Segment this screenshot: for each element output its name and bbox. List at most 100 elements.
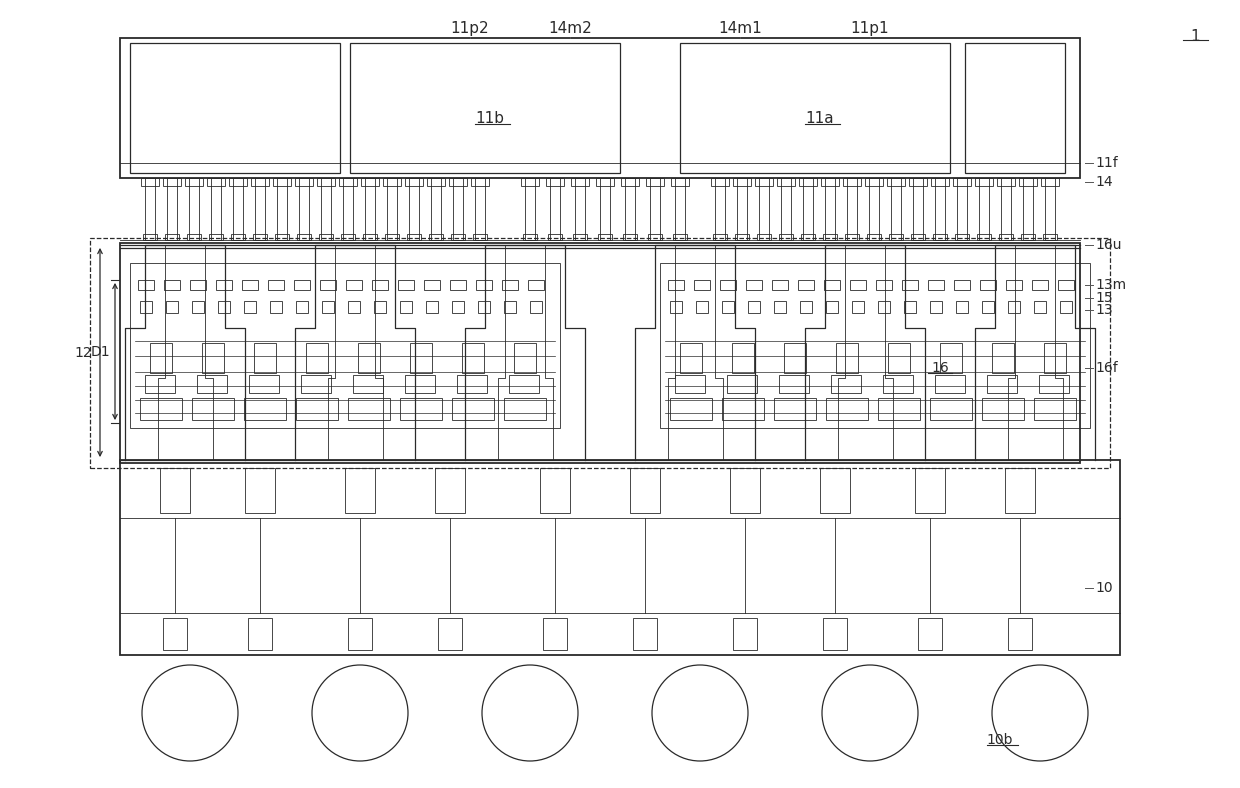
Bar xyxy=(980,280,996,290)
Bar xyxy=(932,234,947,240)
Bar xyxy=(321,178,331,240)
Bar xyxy=(451,234,465,240)
Bar xyxy=(650,178,660,240)
Bar xyxy=(141,178,159,186)
Bar xyxy=(523,234,537,240)
Bar xyxy=(930,301,942,313)
Bar xyxy=(244,398,286,420)
Bar xyxy=(210,234,223,240)
Bar xyxy=(187,234,201,240)
Text: 16f: 16f xyxy=(1095,361,1117,375)
Bar xyxy=(875,280,892,290)
Text: 16: 16 xyxy=(931,361,949,375)
Bar xyxy=(306,343,329,373)
Bar xyxy=(784,343,806,373)
Bar xyxy=(296,301,308,313)
Bar xyxy=(646,178,663,186)
Bar xyxy=(409,178,419,240)
Bar xyxy=(668,280,684,290)
Bar xyxy=(450,280,466,290)
Bar xyxy=(438,618,463,650)
Bar xyxy=(997,178,1016,186)
Bar xyxy=(138,280,154,290)
Bar xyxy=(931,178,949,186)
Bar xyxy=(348,618,372,650)
Bar xyxy=(1034,301,1047,313)
Bar xyxy=(453,398,494,420)
Bar xyxy=(843,178,861,186)
Bar xyxy=(502,280,518,290)
Bar xyxy=(192,398,234,420)
Bar xyxy=(779,375,808,393)
Text: 11b: 11b xyxy=(475,110,505,125)
Bar xyxy=(930,398,972,420)
Bar xyxy=(192,301,205,313)
Bar xyxy=(1032,280,1048,290)
Bar xyxy=(197,375,227,393)
Bar xyxy=(244,301,255,313)
Bar xyxy=(713,234,727,240)
Bar xyxy=(869,178,879,240)
Text: 16u: 16u xyxy=(1095,238,1121,252)
Bar xyxy=(424,280,440,290)
Bar xyxy=(453,301,464,313)
Bar xyxy=(892,178,901,240)
Bar xyxy=(1043,234,1056,240)
Bar xyxy=(625,178,635,240)
Bar xyxy=(477,301,490,313)
Bar xyxy=(429,234,443,240)
Text: 13m: 13m xyxy=(1095,278,1126,292)
Bar xyxy=(826,301,838,313)
Bar xyxy=(346,280,362,290)
Bar xyxy=(1060,301,1073,313)
Bar xyxy=(673,234,687,240)
Bar xyxy=(341,234,355,240)
Bar xyxy=(799,280,813,290)
Bar xyxy=(345,468,374,513)
Bar xyxy=(405,178,423,186)
Bar xyxy=(521,178,539,186)
Bar xyxy=(779,234,794,240)
Bar xyxy=(901,280,918,290)
Bar xyxy=(992,343,1014,373)
Bar xyxy=(649,234,662,240)
Bar xyxy=(733,178,751,186)
Bar xyxy=(475,178,485,240)
Bar xyxy=(322,301,334,313)
Bar xyxy=(363,234,377,240)
Bar xyxy=(383,178,401,186)
Bar xyxy=(401,398,441,420)
Bar xyxy=(630,468,660,513)
Bar xyxy=(904,301,916,313)
Bar xyxy=(773,280,787,290)
Bar xyxy=(319,234,334,240)
Bar xyxy=(242,280,258,290)
Bar xyxy=(365,178,374,240)
Bar xyxy=(508,375,539,393)
Bar xyxy=(956,301,968,313)
Bar xyxy=(821,178,839,186)
Bar xyxy=(804,178,813,240)
Bar xyxy=(982,398,1024,420)
Bar xyxy=(660,263,1090,428)
Bar xyxy=(1008,301,1021,313)
Bar xyxy=(675,178,684,240)
Bar xyxy=(621,178,639,186)
Bar xyxy=(296,398,339,420)
Bar xyxy=(826,398,868,420)
Bar xyxy=(353,375,383,393)
Bar xyxy=(348,301,360,313)
Bar xyxy=(476,280,492,290)
Bar xyxy=(130,43,340,173)
Bar xyxy=(777,178,795,186)
Bar xyxy=(980,178,990,240)
Bar xyxy=(820,468,849,513)
Bar xyxy=(573,234,587,240)
Bar xyxy=(546,178,564,186)
Bar xyxy=(233,178,243,240)
Bar xyxy=(270,301,281,313)
Bar xyxy=(849,280,866,290)
Bar xyxy=(120,243,1080,463)
Bar xyxy=(294,280,310,290)
Bar xyxy=(1008,618,1032,650)
